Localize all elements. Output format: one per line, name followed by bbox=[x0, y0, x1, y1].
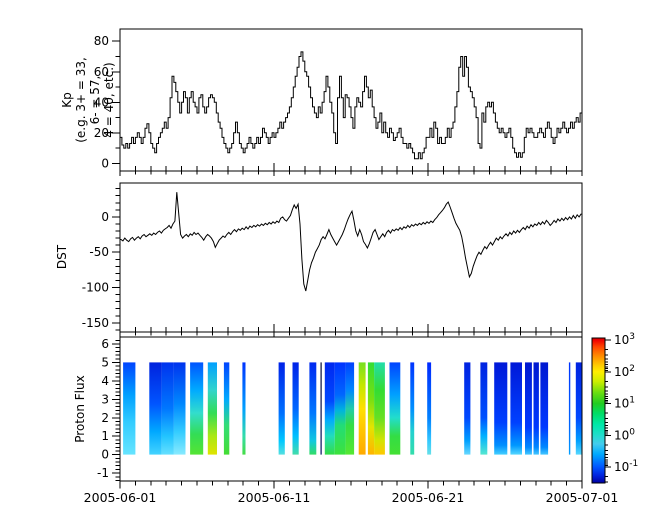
proton-flux-strip bbox=[324, 362, 335, 455]
proton-flux-strip bbox=[389, 362, 401, 455]
proton-flux-strip bbox=[374, 362, 385, 455]
x-tick-label: 2005-07-01 bbox=[545, 490, 619, 505]
kp-y-tick-label: 60 bbox=[94, 65, 109, 79]
proton-flux-strip bbox=[207, 362, 217, 455]
x-tick-label: 2005-06-11 bbox=[237, 490, 311, 505]
proton-flux-strip bbox=[494, 362, 508, 455]
proton-flux-strip bbox=[320, 362, 322, 455]
dst-axis-label-line: DST bbox=[55, 244, 69, 270]
proton-flux-strip bbox=[480, 362, 488, 455]
proton-flux-strip bbox=[309, 362, 317, 455]
proton-flux-strip bbox=[334, 362, 346, 455]
colorbar-frame bbox=[591, 337, 606, 484]
proton-y-tick-label: 1 bbox=[101, 429, 109, 443]
proton-flux-axis-label-line: Proton Flux bbox=[73, 375, 87, 443]
proton-y-tick-label: 0 bbox=[101, 448, 109, 462]
kp-axis-label-line: (e.g. 3+ = 33, bbox=[74, 57, 88, 143]
proton-flux-strip bbox=[173, 362, 186, 455]
kp-y-tick-label: 40 bbox=[94, 95, 109, 109]
dst-panel-frame bbox=[119, 182, 583, 333]
proton-flux-strip bbox=[410, 362, 415, 455]
kp-axis-label-line: 4 = 40, etc.) bbox=[102, 62, 116, 138]
proton-flux-strip bbox=[540, 362, 549, 455]
colorbar-tick-label: 103 bbox=[614, 332, 635, 347]
proton-flux-strip bbox=[510, 362, 522, 455]
proton-y-tick-label: 2 bbox=[101, 411, 109, 425]
proton-flux-strip bbox=[525, 362, 532, 455]
colorbar-tick-label: 101 bbox=[614, 396, 635, 411]
proton-y-tick-label: 4 bbox=[101, 374, 109, 388]
proton-flux-strip bbox=[367, 362, 375, 455]
colorbar-tick-label: 10-1 bbox=[614, 459, 638, 474]
proton-y-tick-label: 6 bbox=[101, 337, 109, 351]
proton-flux-strip bbox=[427, 362, 432, 455]
proton-flux-strip bbox=[278, 362, 285, 455]
dst-y-tick-label: -100 bbox=[82, 281, 109, 295]
proton-flux-strip bbox=[190, 362, 204, 455]
colorbar-tick-label: 100 bbox=[614, 427, 635, 442]
proton-flux-strip bbox=[464, 362, 471, 455]
kp-y-tick-label: 80 bbox=[94, 34, 109, 48]
proton-flux-strip bbox=[161, 362, 174, 455]
colorbar bbox=[592, 338, 605, 483]
kp-axis-label-line: 6- = 57, bbox=[88, 75, 102, 125]
dst-y-tick-label: 0 bbox=[101, 210, 109, 224]
kp-y-tick-label: 0 bbox=[101, 156, 109, 170]
proton-flux-strip bbox=[223, 362, 230, 455]
dst-y-tick-label: -150 bbox=[82, 316, 109, 330]
proton-y-tick-label: -1 bbox=[97, 466, 109, 480]
dst-line-curve bbox=[120, 192, 582, 292]
kp-step-curve bbox=[120, 51, 582, 160]
proton-flux-strip bbox=[575, 362, 582, 455]
proton-flux-strip bbox=[123, 362, 136, 455]
proton-flux-strip bbox=[533, 362, 539, 455]
proton-flux-strip bbox=[358, 362, 366, 455]
colorbar-tick-label: 102 bbox=[614, 364, 635, 379]
proton-flux-strip bbox=[292, 362, 299, 455]
proton-flux-strip bbox=[149, 362, 162, 455]
proton-flux-strip bbox=[242, 362, 246, 455]
dst-y-tick-label: -50 bbox=[89, 245, 109, 259]
proton-flux-strip bbox=[568, 362, 571, 455]
proton-y-tick-label: 3 bbox=[101, 392, 109, 406]
x-tick-label: 2005-06-01 bbox=[83, 490, 157, 505]
proton-flux-strip bbox=[345, 362, 355, 455]
kp-y-tick-label: 20 bbox=[94, 126, 109, 140]
x-tick-label: 2005-06-21 bbox=[391, 490, 465, 505]
proton-y-tick-label: 5 bbox=[101, 355, 109, 369]
kp-axis-label-line: Kp bbox=[60, 92, 74, 108]
